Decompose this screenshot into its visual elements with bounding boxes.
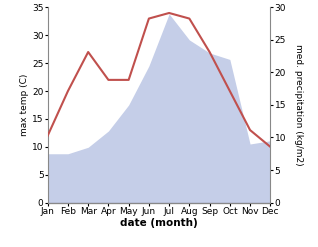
Y-axis label: max temp (C): max temp (C) (20, 74, 29, 136)
Y-axis label: med. precipitation (kg/m2): med. precipitation (kg/m2) (294, 44, 303, 166)
X-axis label: date (month): date (month) (120, 219, 198, 228)
